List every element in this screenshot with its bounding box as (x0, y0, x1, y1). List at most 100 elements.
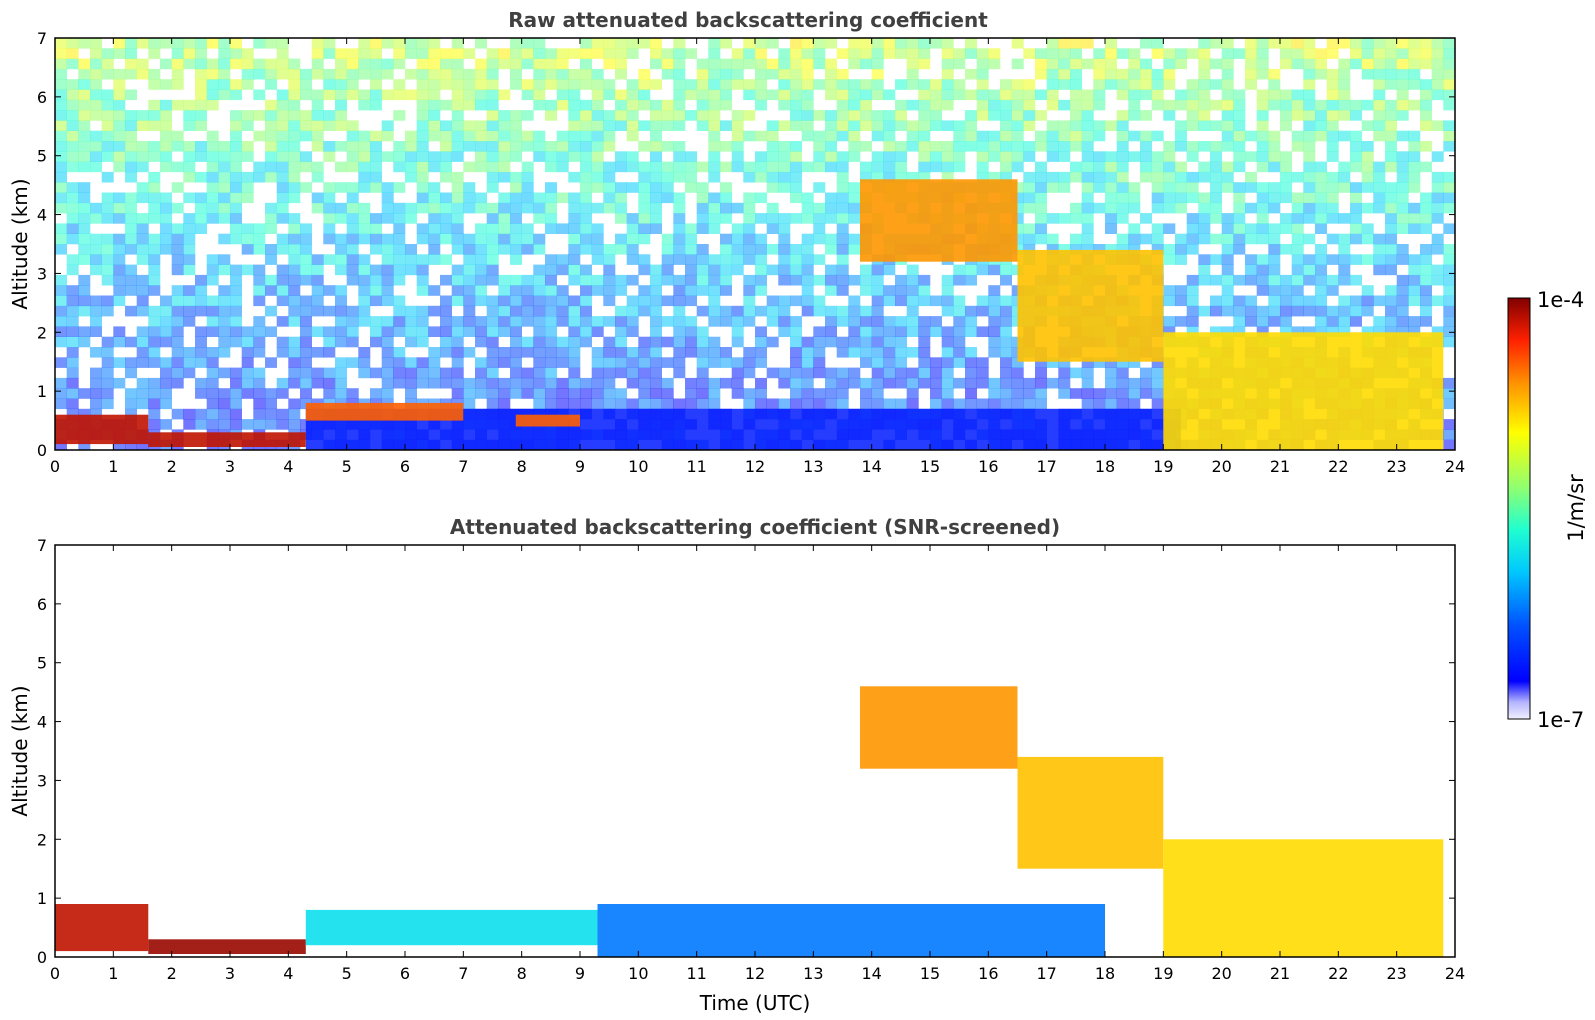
noise-cell (580, 38, 592, 49)
noise-cell (370, 388, 382, 399)
x-tick-label: 10 (628, 964, 648, 983)
noise-cell (451, 316, 464, 327)
noise-cell (533, 377, 546, 389)
noise-cell (171, 326, 184, 337)
noise-cell (941, 295, 954, 307)
noise-cell (860, 110, 872, 121)
noise-cell (580, 48, 592, 59)
backscatter-feature (305, 402, 464, 421)
noise-cell (335, 99, 347, 111)
noise-cell (1245, 171, 1257, 183)
noise-cell (1396, 171, 1409, 183)
noise-cell (1058, 68, 1071, 80)
noise-cell (1350, 110, 1362, 121)
noise-cell (300, 305, 312, 317)
noise-cell (708, 89, 721, 101)
noise-cell (510, 68, 522, 80)
noise-cell (276, 295, 289, 307)
noise-cell (871, 326, 884, 337)
noise-cell (918, 347, 931, 358)
noise-cell (160, 192, 172, 204)
noise-cell (125, 38, 137, 49)
noise-cell (1443, 377, 1456, 389)
noise-cell (1093, 99, 1106, 111)
noise-cell (1256, 38, 1269, 49)
noise-cell (66, 130, 79, 142)
noise-cell (498, 244, 511, 255)
noise-cell (206, 130, 219, 142)
noise-cell (580, 79, 592, 90)
noise-cell (218, 202, 231, 214)
noise-cell (603, 89, 616, 101)
noise-cell (860, 79, 872, 90)
noise-cell (311, 367, 324, 379)
noise-cell (661, 161, 674, 173)
noise-cell (206, 398, 219, 410)
noise-cell (1198, 89, 1211, 101)
noise-cell (615, 68, 627, 80)
noise-cell (615, 192, 627, 204)
noise-cell (206, 408, 219, 420)
noise-cell (440, 336, 452, 348)
noise-cell (206, 171, 219, 183)
noise-cell (580, 141, 592, 152)
noise-cell (463, 120, 476, 131)
noise-cell (113, 233, 126, 245)
noise-cell (1443, 68, 1456, 80)
noise-cell (638, 254, 651, 265)
noise-cell (90, 38, 102, 49)
noise-cell (801, 99, 814, 111)
noise-cell (311, 48, 324, 59)
noise-cell (1373, 38, 1386, 49)
noise-cell (615, 161, 627, 173)
noise-cell (171, 295, 184, 307)
noise-cell (1303, 171, 1316, 183)
noise-cell (1431, 192, 1444, 204)
noise-cell (1268, 285, 1281, 296)
noise-cell (661, 377, 674, 389)
noise-cell (113, 326, 126, 337)
noise-cell (603, 120, 616, 131)
noise-cell (1431, 68, 1444, 80)
noise-cell (66, 388, 79, 399)
noise-cell (906, 79, 919, 90)
noise-cell (615, 48, 627, 59)
noise-cell (311, 305, 324, 317)
noise-cell (580, 171, 592, 183)
noise-cell (1000, 336, 1012, 348)
noise-cell (941, 120, 954, 131)
noise-cell (988, 316, 1001, 327)
noise-cell (416, 254, 429, 265)
noise-cell (568, 233, 581, 245)
noise-cell (1233, 233, 1246, 245)
noise-cell (661, 233, 674, 245)
noise-cell (673, 285, 686, 296)
noise-cell (1385, 58, 1397, 70)
noise-cell (1175, 130, 1187, 142)
noise-cell (195, 285, 207, 296)
noise-cell (206, 419, 219, 430)
noise-cell (1350, 233, 1362, 245)
noise-cell (1175, 58, 1187, 70)
noise-cell (311, 141, 324, 152)
noise-cell (801, 388, 814, 399)
noise-cell (1396, 295, 1409, 307)
noise-cell (1151, 367, 1164, 379)
noise-cell (1163, 99, 1176, 111)
noise-cell (335, 120, 347, 131)
noise-cell (136, 398, 149, 410)
noise-cell (603, 182, 616, 193)
noise-cell (626, 357, 639, 368)
noise-cell (346, 79, 359, 90)
noise-cell (941, 388, 954, 399)
noise-cell (638, 99, 651, 111)
noise-cell (1046, 130, 1059, 142)
noise-cell (1151, 171, 1164, 183)
noise-cell (358, 264, 371, 276)
noise-cell (1198, 120, 1211, 131)
noise-cell (1140, 233, 1152, 245)
noise-cell (708, 264, 721, 276)
noise-cell (1198, 233, 1211, 245)
noise-cell (1035, 223, 1047, 234)
noise-cell (241, 264, 254, 276)
